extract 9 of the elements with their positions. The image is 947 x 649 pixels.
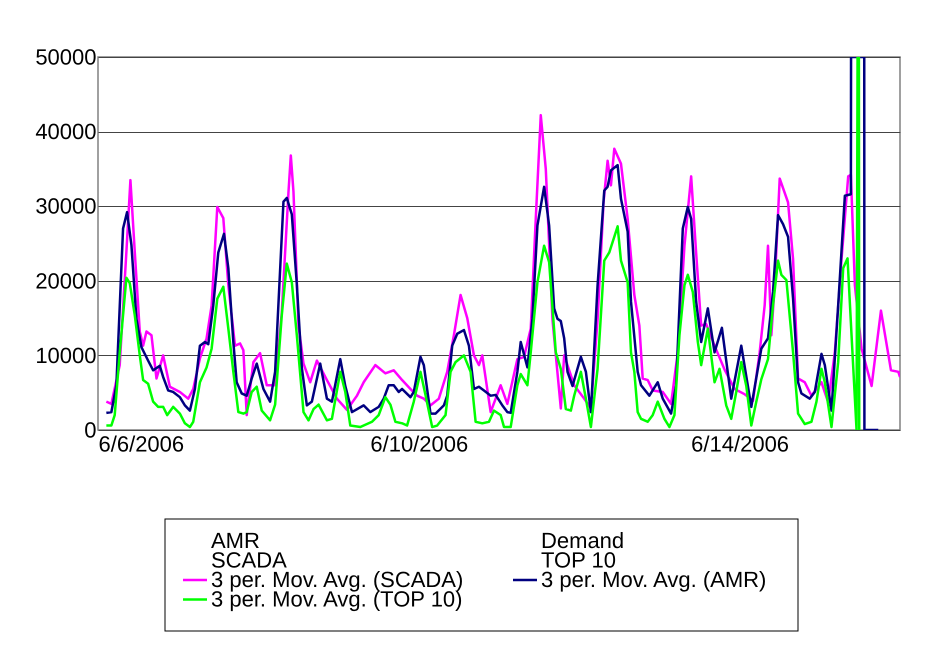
y-tick-label: 50000	[35, 44, 96, 70]
y-tick-label: 40000	[35, 119, 96, 144]
x-tick-label: 6/6/2006	[98, 432, 184, 456]
x-tick-label: 6/14/2006	[691, 432, 790, 456]
y-tick-label: 30000	[35, 194, 96, 219]
x-tick-label: 6/10/2006	[370, 432, 468, 456]
y-tick-label: 0	[84, 418, 96, 442]
y-tick-label: 20000	[35, 268, 96, 294]
y-tick-label: 10000	[35, 342, 96, 368]
